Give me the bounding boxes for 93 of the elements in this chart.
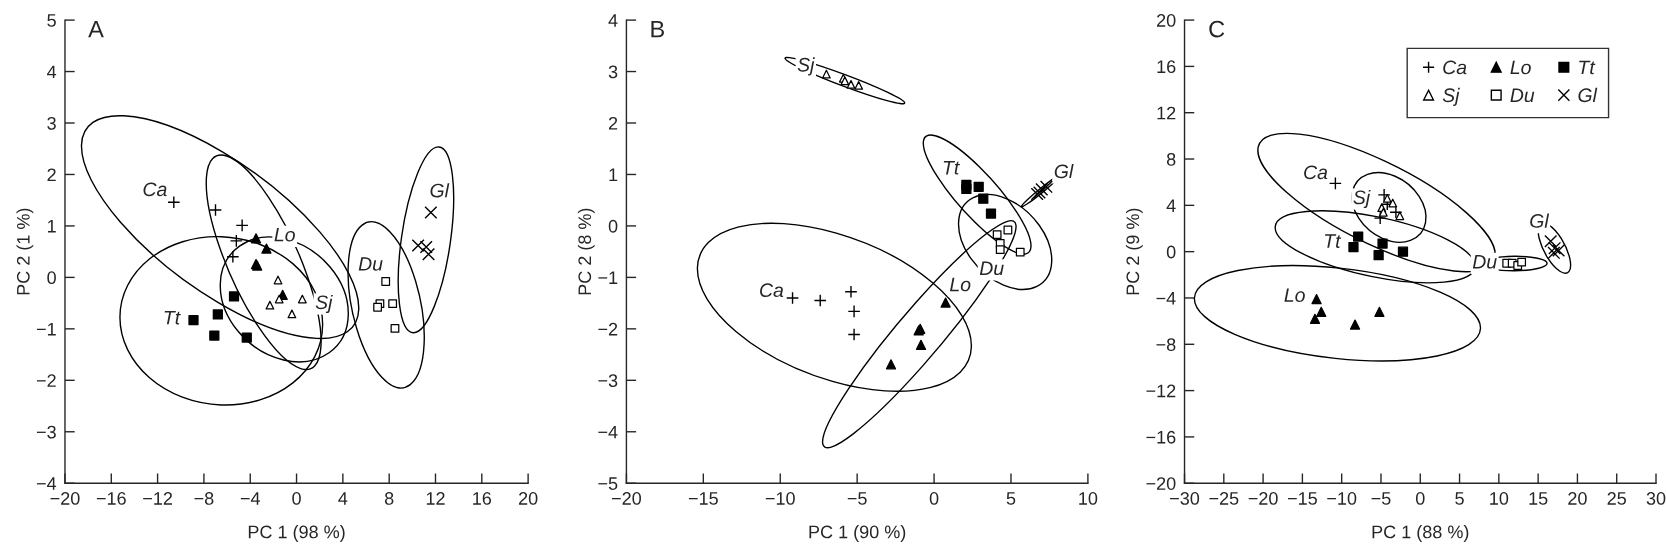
y-axis-title: PC 2 (9 %) [1125, 208, 1143, 295]
x-tick-label: −25 [1209, 492, 1239, 505]
y-tick-label: 0 [47, 271, 56, 285]
series-label: Sj [797, 57, 815, 76]
x-tick-label: −30 [1170, 492, 1200, 505]
chart-title: A [88, 20, 104, 38]
text: Ca [1304, 165, 1328, 180]
series-label: Ca [143, 182, 167, 197]
series-label: Sj [315, 294, 333, 314]
y-tick-label: −4 [598, 425, 618, 439]
y-tick-label: 4 [1166, 199, 1176, 212]
y-axis-title: PC 2 (8 %) [577, 208, 595, 295]
y-tick-label: 4 [47, 65, 57, 79]
legend-label: Du [1510, 88, 1535, 103]
y-tick-label: −4 [36, 477, 57, 490]
x-tick-label: −10 [765, 492, 795, 505]
y-tick-label: 5 [47, 14, 56, 27]
x-tick-label: −15 [688, 492, 718, 505]
x-tick-label: 16 [473, 492, 492, 505]
x-tick-label: −4 [240, 492, 260, 505]
y-tick-label: −16 [1146, 430, 1176, 444]
text: Du [1472, 255, 1497, 269]
x-tick-label: 20 [518, 492, 538, 505]
x-tick-label: −8 [194, 492, 214, 505]
x-tick-label: 10 [1490, 492, 1509, 505]
x-tick-label: −10 [1327, 492, 1357, 505]
y-tick-label: 0 [1166, 245, 1176, 259]
x-axis-title: PC 1 (90 %) [809, 525, 906, 542]
y-tick-label: −3 [36, 425, 56, 439]
y-tick-label: 8 [1166, 152, 1176, 166]
x-axis-title: PC 1 (98 %) [248, 525, 345, 542]
series-label: Du [979, 261, 1004, 276]
series-label: Gl [430, 183, 450, 198]
y-tick-label: −4 [1156, 292, 1176, 305]
chart-title: C [1209, 20, 1225, 38]
x-tick-label: 15 [1529, 492, 1548, 505]
x-tick-label: 5 [1006, 492, 1016, 505]
x-tick-label: −12 [143, 492, 173, 505]
series-label: Tt [164, 310, 181, 325]
x-tick-label: −15 [1287, 492, 1317, 505]
legend-label: Lo [1510, 60, 1531, 75]
y-tick-label: 2 [608, 116, 618, 130]
y-tick-label: −8 [1156, 338, 1176, 352]
series-label: Lo [274, 227, 295, 242]
y-tick-label: 1 [47, 220, 56, 233]
y-tick-label: 4 [608, 14, 618, 27]
series-label: Gl [1054, 163, 1074, 179]
series-label: Tt [943, 161, 960, 175]
text: Lo [1284, 288, 1305, 303]
y-tick-label: 0 [608, 219, 618, 233]
x-tick-label: 10 [1079, 492, 1098, 505]
x-tick-label: 30 [1646, 492, 1666, 505]
x-tick-label: 4 [338, 492, 348, 505]
x-tick-label: −20 [1248, 492, 1278, 505]
y-tick-label: −1 [36, 322, 56, 336]
y-tick-label: −3 [598, 374, 618, 388]
y-tick-label: −2 [36, 374, 56, 387]
x-tick-label: 8 [384, 492, 394, 505]
y-tick-label: −2 [598, 322, 618, 336]
y-tick-label: 12 [1157, 106, 1176, 120]
x-tick-label: 20 [1568, 492, 1587, 505]
y-tick-label: −5 [598, 477, 618, 490]
x-tick-label: 0 [929, 492, 939, 505]
y-tick-label: 2 [47, 168, 56, 182]
y-tick-label: −20 [1146, 477, 1176, 490]
x-axis-title: PC 1 (88 %) [1372, 525, 1469, 542]
x-tick-label: 25 [1607, 492, 1626, 505]
x-tick-label: −16 [96, 492, 126, 505]
x-tick-label: −5 [1371, 492, 1391, 505]
series-label: Ca [760, 283, 784, 298]
legend-label: Gl [1578, 87, 1598, 103]
y-tick-label: 3 [608, 65, 618, 79]
y-tick-label: 1 [609, 168, 618, 182]
series-label: Lo [949, 277, 971, 292]
text: Gl [1530, 213, 1550, 228]
chart-title: B [651, 20, 664, 38]
y-tick-label: 20 [1157, 14, 1176, 27]
legend-label: Ca [1443, 60, 1467, 75]
x-tick-label: 5 [1455, 492, 1464, 505]
x-tick-label: 12 [426, 492, 445, 505]
series-label: Du [358, 257, 383, 271]
y-tick-label: 3 [47, 116, 56, 130]
legend-label: Sj [1442, 87, 1460, 106]
y-axis-title: PC 2 (1 %) [16, 208, 34, 295]
x-tick-label: 0 [1415, 492, 1425, 505]
y-tick-label: 16 [1157, 60, 1176, 74]
text: Tt [1325, 234, 1342, 248]
x-tick-label: −5 [847, 492, 867, 505]
y-tick-label: −1 [598, 271, 618, 284]
legend-label: Tt [1579, 60, 1596, 75]
text: Sj [1353, 189, 1371, 209]
x-tick-label: 0 [292, 492, 301, 505]
y-tick-label: −12 [1146, 384, 1176, 398]
